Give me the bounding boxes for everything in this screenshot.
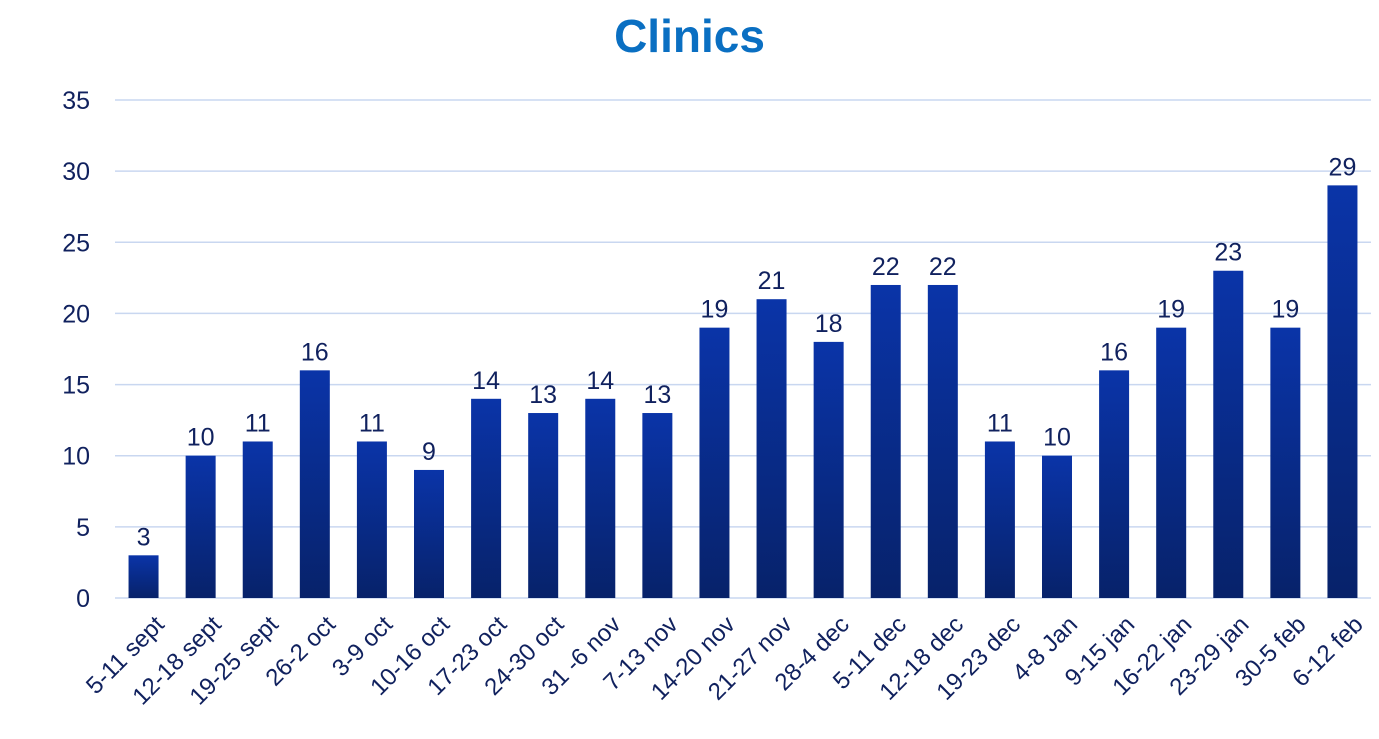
data-label: 14 xyxy=(586,367,614,395)
bar xyxy=(927,284,958,598)
bar xyxy=(356,441,387,598)
bar xyxy=(1099,370,1130,598)
data-label: 16 xyxy=(301,338,329,366)
bar xyxy=(1327,185,1358,598)
y-tick-label: 20 xyxy=(62,300,90,328)
y-tick-label: 35 xyxy=(62,87,90,115)
data-label: 19 xyxy=(1157,296,1185,324)
data-label: 9 xyxy=(422,438,436,466)
bar xyxy=(128,555,159,598)
data-label: 10 xyxy=(187,424,215,452)
y-tick-label: 25 xyxy=(62,229,90,257)
bars xyxy=(128,185,1358,598)
data-label: 22 xyxy=(872,253,900,281)
bar xyxy=(414,469,444,598)
y-axis-ticks: 0 5 10 15 20 25 30 35 xyxy=(62,87,90,613)
data-label: 23 xyxy=(1214,239,1242,267)
data-label: 18 xyxy=(815,310,843,338)
y-tick-label: 10 xyxy=(62,443,90,471)
data-label: 13 xyxy=(529,381,557,409)
bar xyxy=(1270,327,1301,598)
data-label: 13 xyxy=(643,381,671,409)
data-labels: 3 10 11 16 11 9 14 13 14 13 19 21 18 22 22 11 10 16 19 23 19… xyxy=(137,153,1357,551)
y-tick-label: 30 xyxy=(62,158,90,186)
bar xyxy=(585,398,616,598)
data-label: 10 xyxy=(1043,424,1071,452)
data-label: 16 xyxy=(1100,338,1128,366)
data-label: 11 xyxy=(987,409,1013,437)
bar xyxy=(699,327,730,598)
data-label: 11 xyxy=(245,409,271,437)
data-label: 11 xyxy=(359,409,385,437)
bar xyxy=(185,455,216,598)
bar xyxy=(1156,327,1187,598)
data-label: 14 xyxy=(472,367,500,395)
y-tick-label: 0 xyxy=(76,585,90,613)
y-tick-label: 15 xyxy=(62,372,90,400)
bar xyxy=(299,370,330,598)
bar xyxy=(813,341,844,598)
y-tick-label: 5 xyxy=(76,514,90,542)
bar xyxy=(756,299,787,598)
data-label: 21 xyxy=(758,267,786,295)
bar xyxy=(471,398,502,598)
data-label: 19 xyxy=(1271,296,1299,324)
bar xyxy=(642,413,673,598)
bar xyxy=(1042,455,1072,598)
chart-title: Clinics xyxy=(614,10,765,62)
data-label: 19 xyxy=(701,296,729,324)
bar xyxy=(984,441,1015,598)
bar xyxy=(870,284,901,598)
data-label: 22 xyxy=(929,253,957,281)
data-label: 3 xyxy=(137,523,151,551)
bar xyxy=(528,413,559,598)
bar xyxy=(1213,270,1244,598)
data-label: 29 xyxy=(1329,153,1357,181)
bar xyxy=(242,441,273,598)
